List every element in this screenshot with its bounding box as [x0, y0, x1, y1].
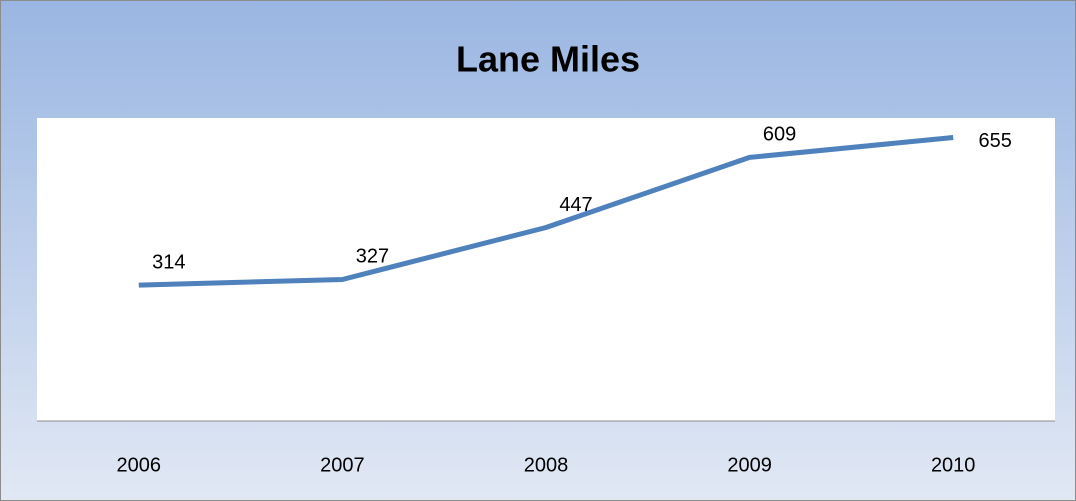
- x-tick-label: 2010: [931, 454, 976, 476]
- x-tick-label: 2009: [727, 454, 772, 476]
- data-label: 655: [979, 130, 1012, 152]
- x-tick-label: 2007: [320, 454, 365, 476]
- plot-area: [37, 118, 1055, 421]
- data-label: 609: [763, 124, 796, 146]
- chart-title: Lane Miles: [456, 39, 640, 80]
- x-tick-label: 2008: [524, 454, 569, 476]
- data-label: 327: [356, 246, 389, 268]
- data-line: [138, 135, 954, 288]
- data-label: 314: [152, 251, 185, 273]
- x-tick-label: 2006: [117, 454, 162, 476]
- data-label: 447: [559, 194, 592, 216]
